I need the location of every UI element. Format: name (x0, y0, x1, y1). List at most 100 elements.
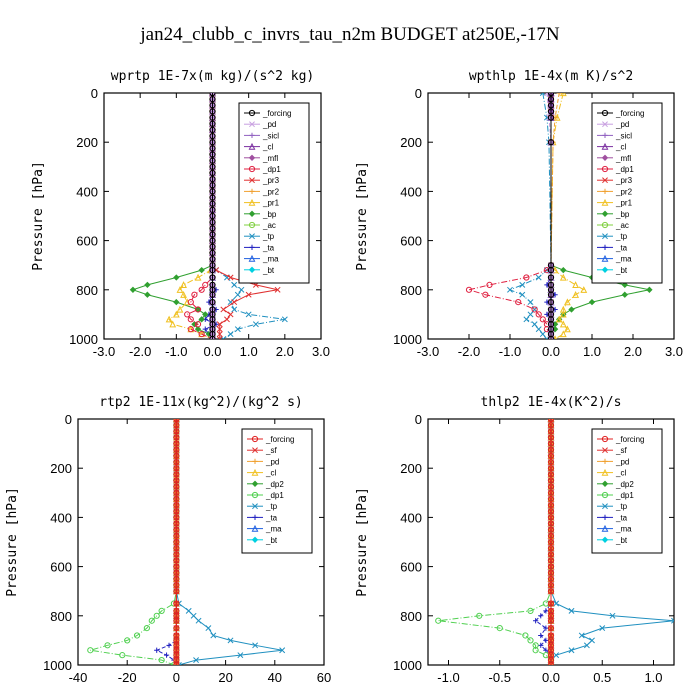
series-group (87, 419, 286, 665)
data-point (542, 600, 549, 607)
y-tick-label: 1000 (393, 658, 422, 673)
y-tick-label: 1000 (43, 658, 72, 673)
x-tick-label: -0.5 (489, 670, 511, 685)
data-point (209, 176, 216, 183)
legend-entry: _forcing (615, 435, 644, 444)
legend-entry: _bt (615, 536, 628, 545)
y-tick-label: 1000 (69, 332, 98, 347)
data-point (539, 316, 546, 323)
x-tick-label: -2.0 (129, 344, 151, 359)
x-tick-label: -1.0 (437, 670, 459, 685)
data-point (547, 465, 555, 472)
data-point (274, 286, 281, 293)
data-point (555, 315, 563, 323)
data-point (559, 273, 567, 281)
legend-entry: _cl (262, 143, 273, 152)
data-point (173, 563, 180, 570)
data-point (609, 612, 616, 619)
data-point (224, 316, 230, 323)
data-point (519, 281, 526, 288)
data-point (671, 617, 674, 624)
data-point (535, 274, 542, 281)
legend-marker (248, 254, 256, 262)
data-point (193, 657, 200, 664)
data-point (547, 502, 555, 509)
legend-marker (251, 468, 259, 476)
data-point (202, 281, 209, 288)
data-point (173, 477, 180, 484)
y-tick-label: 200 (50, 461, 72, 476)
data-point (176, 286, 184, 293)
data-point (547, 446, 555, 453)
data-point (209, 231, 216, 238)
data-point (547, 139, 555, 146)
x-tick-label: 40 (268, 670, 282, 685)
x-tick-label: -40 (69, 670, 88, 685)
x-tick-label: 1.0 (583, 344, 601, 359)
data-point (194, 306, 202, 313)
data-point (172, 310, 180, 318)
data-point (173, 588, 180, 595)
y-tick-label: 0 (415, 412, 422, 427)
data-point (547, 588, 555, 595)
series-line-tp (550, 419, 674, 665)
x-tick-label: 1.0 (240, 344, 258, 359)
legend-entry: _mfl (262, 154, 278, 163)
legend-entry: _ta (265, 513, 278, 522)
y-tick-label: 1000 (393, 332, 422, 347)
legend-marker (249, 188, 255, 194)
data-point (227, 311, 234, 318)
y-tick-label: 400 (400, 510, 422, 525)
data-point (209, 163, 216, 170)
data-point (559, 93, 567, 97)
x-tick-label: 20 (218, 670, 232, 685)
legend-marker (601, 524, 609, 532)
legend-marker (252, 447, 258, 454)
legend-marker (248, 198, 256, 206)
legend-entry: _forcing (262, 109, 291, 118)
y-tick-label: 800 (50, 609, 72, 624)
data-point (209, 237, 216, 244)
data-point (129, 286, 137, 293)
data-point (547, 422, 555, 429)
data-point (543, 625, 549, 631)
data-point (245, 311, 252, 318)
data-point (547, 452, 555, 459)
data-point (532, 647, 539, 654)
data-point (173, 274, 180, 281)
data-point (547, 108, 555, 115)
legend-marker (252, 503, 258, 510)
legend: _forcing _pd _sicl _cl _mfl _dp1 _pr3 _pr2 _pr1 _… (591, 102, 663, 284)
legend-entry: _pd (265, 457, 279, 466)
series-line-pr1 (550, 93, 585, 339)
legend-marker (601, 536, 609, 543)
data-point (173, 581, 180, 589)
data-point (252, 642, 259, 649)
data-point (209, 267, 216, 274)
legend-entry: _ma (615, 525, 632, 534)
data-point (209, 182, 216, 189)
data-point (547, 477, 555, 484)
legend-entry: _cl (615, 143, 626, 152)
legend-entry: _ac (615, 221, 629, 230)
data-point (209, 200, 216, 207)
data-point (589, 637, 595, 644)
data-point (209, 255, 216, 263)
data-point (476, 612, 483, 619)
data-point (621, 291, 628, 298)
data-point (252, 321, 259, 328)
legend-marker (252, 514, 258, 520)
data-point (216, 326, 223, 333)
legend-entry: _sf (615, 446, 627, 455)
data-point (209, 249, 216, 256)
data-point (165, 315, 173, 323)
series-group (129, 93, 288, 339)
y-tick-label: 600 (400, 234, 422, 249)
x-tick-label: 0.5 (593, 670, 611, 685)
legend-marker (601, 198, 609, 206)
legend-box (591, 102, 663, 284)
data-point (547, 299, 555, 306)
data-point (209, 212, 216, 220)
data-point (547, 114, 555, 121)
